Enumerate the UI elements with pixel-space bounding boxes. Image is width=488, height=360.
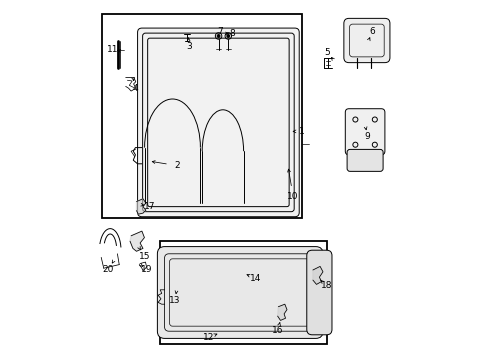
Bar (160, 241, 326, 344)
FancyBboxPatch shape (345, 109, 384, 155)
Text: 12: 12 (203, 333, 214, 342)
Polygon shape (312, 266, 322, 284)
Bar (102, 14, 302, 218)
Circle shape (217, 35, 220, 37)
FancyBboxPatch shape (306, 250, 331, 335)
Text: 15: 15 (139, 252, 150, 261)
FancyBboxPatch shape (346, 149, 382, 171)
Text: 18: 18 (320, 281, 331, 290)
Text: 7: 7 (217, 27, 223, 36)
Text: 6: 6 (368, 27, 374, 36)
Text: 4: 4 (132, 84, 138, 93)
Text: 9: 9 (364, 132, 370, 140)
Text: 14: 14 (250, 274, 261, 283)
Text: 20: 20 (102, 265, 114, 274)
Text: 17: 17 (144, 202, 155, 211)
Text: 8: 8 (228, 29, 234, 38)
Text: 3: 3 (185, 41, 191, 50)
Polygon shape (277, 304, 286, 320)
Text: 10: 10 (287, 192, 298, 201)
Circle shape (226, 35, 229, 37)
Polygon shape (130, 231, 144, 251)
FancyBboxPatch shape (137, 28, 299, 217)
Text: 2: 2 (174, 161, 179, 170)
FancyBboxPatch shape (157, 247, 322, 338)
Text: 11: 11 (106, 45, 118, 54)
FancyBboxPatch shape (343, 18, 389, 63)
Text: 13: 13 (169, 296, 181, 305)
Text: 1: 1 (299, 127, 305, 136)
Text: 16: 16 (271, 326, 283, 335)
Text: 5: 5 (324, 48, 329, 57)
Polygon shape (136, 199, 145, 214)
Text: 19: 19 (140, 265, 152, 274)
